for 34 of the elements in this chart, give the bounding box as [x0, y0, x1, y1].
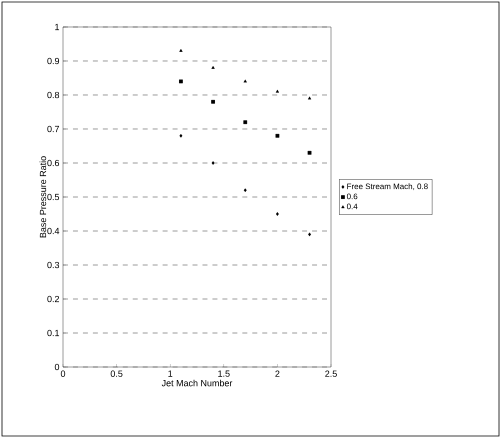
x-tick-label: 2: [275, 370, 280, 377]
x-tick-label: 0: [60, 370, 66, 377]
y-tick-label: 0.5: [47, 194, 60, 200]
point: [308, 150, 312, 155]
point: [308, 232, 312, 236]
y-tick-label: 1: [55, 24, 60, 30]
point: [211, 66, 215, 69]
y-tick-label: 0.7: [47, 126, 60, 132]
x-tick-label: 0.5: [110, 370, 122, 377]
y-tick-label: 0.2: [47, 296, 60, 302]
point: [244, 80, 247, 82]
point: [212, 161, 215, 165]
y-tick-label: 0.4: [47, 228, 60, 234]
point: [276, 90, 280, 93]
y-tick-label: 0.6: [47, 160, 60, 166]
point: [179, 80, 183, 84]
point: [308, 96, 312, 100]
y-tick-label: 0.9: [47, 58, 60, 64]
point: [276, 212, 279, 216]
y-tick-label: 0: [54, 364, 60, 370]
x-axis-title: Jet Mach Number: [162, 380, 232, 386]
point: [211, 100, 215, 104]
point: [276, 134, 280, 138]
x-tick-label: 1.5: [218, 370, 230, 377]
point: [244, 188, 247, 192]
point: [179, 48, 183, 52]
x-tick-label: 1: [168, 370, 172, 377]
y-tick-label: 0.8: [47, 92, 60, 98]
point: [243, 120, 248, 124]
y-tick-label: 0.3: [47, 262, 60, 268]
point: [179, 134, 182, 138]
y-tick-label: 0.1: [47, 330, 60, 336]
x-tick-label: 2.5: [325, 370, 337, 377]
y-axis-title: Base Pressure Ratio: [40, 156, 46, 238]
